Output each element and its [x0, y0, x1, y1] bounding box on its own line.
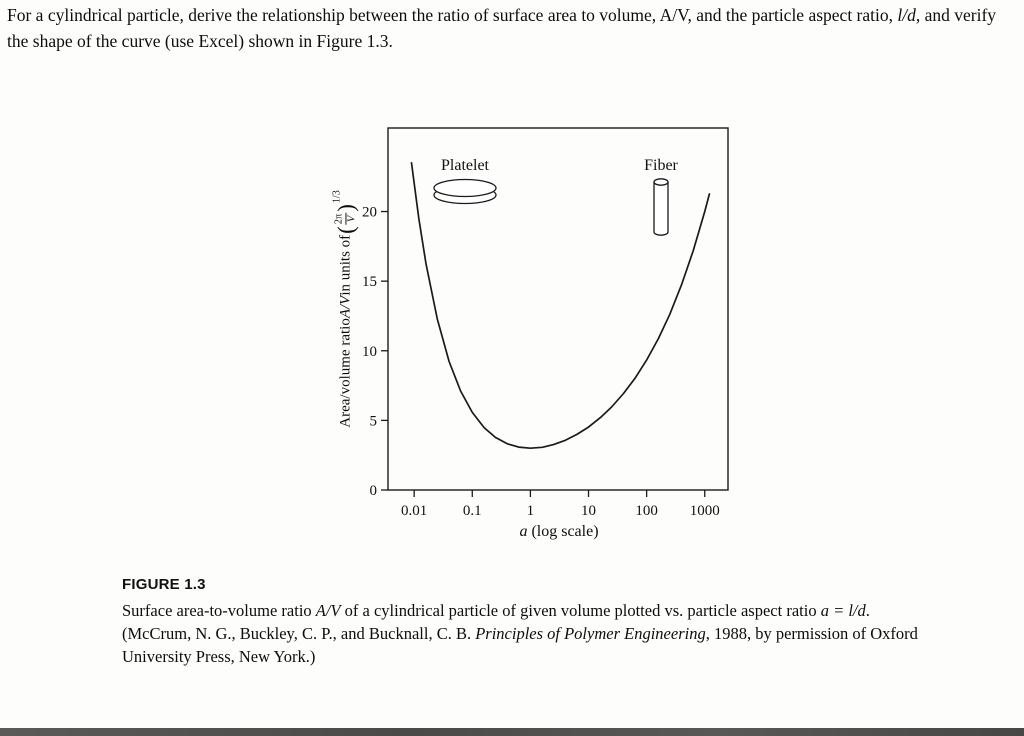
caption-text-1: Surface area-to-volume ratio: [122, 601, 316, 620]
left-paren: (: [333, 226, 359, 234]
problem-text-1: For a cylindrical particle, derive the r…: [7, 5, 898, 25]
x-tick-label: 100: [635, 503, 658, 519]
caption-book-title: Principles of Polymer Engineering: [475, 623, 706, 643]
caption-aspect-ratio-symbol: a = l/d: [820, 601, 866, 620]
y-tick-label: 15: [362, 274, 377, 290]
fiber-label: Fiber: [644, 157, 678, 174]
plot-svg: Platelet Fiber a (log scale) 0 5 10 15 20 0.0…: [362, 127, 729, 540]
x-tick-label: 0.1: [463, 503, 482, 519]
figure-caption-heading: FIGURE 1.3: [122, 576, 206, 593]
x-tick-label: 1: [527, 503, 535, 519]
fraction-denominator: V: [345, 212, 359, 226]
figure-caption: FIGURE 1.3 Surface area-to-volume ratio …: [122, 576, 934, 668]
caption-text-2: of a cylindrical particle of given volum…: [340, 601, 821, 620]
y-tick-label: 0: [370, 483, 378, 499]
problem-statement: For a cylindrical particle, derive the r…: [7, 2, 1019, 55]
problem-aspect-ratio-symbol: l/d: [897, 5, 916, 25]
x-tick-label: 10: [581, 503, 596, 519]
y-tick-label: 5: [370, 413, 378, 429]
platelet-icon: [433, 178, 497, 205]
units-fraction: 2π V: [333, 212, 359, 226]
fraction-numerator: 2π: [333, 213, 345, 225]
problem-text-2: , and verify the shape of the curve (use…: [7, 5, 997, 52]
y-tick-label: 20: [362, 205, 377, 221]
y-axis-label-text: Area/volume ratio: [337, 318, 354, 428]
right-paren: ): [333, 204, 359, 212]
y-axis-label-av: A/V: [337, 295, 354, 319]
caption-text-3: . (McCrum, N. G., Buckley, C. P., and Bu…: [122, 601, 870, 643]
platelet-label: Platelet: [441, 157, 490, 174]
av-ratio-curve: [410, 161, 711, 450]
caption-text-4: , 1988, by permission of Oxford Universi…: [122, 623, 918, 666]
x-tick-label: 1000: [690, 503, 720, 519]
figure-1-3-chart: Area/volume ratio A/V in units of ( 2π V…: [328, 118, 738, 558]
x-tick-label: 0.01: [401, 503, 427, 519]
y-axis-label: Area/volume ratio A/V in units of ( 2π V…: [331, 190, 359, 428]
axes-layer: 0 5 10 15 20 0.01 0.1 1 10 100 1000: [362, 127, 729, 519]
y-tick-label: 10: [362, 344, 377, 360]
x-axis-label: a (log scale): [519, 523, 598, 540]
fiber-icon: [653, 178, 669, 236]
caption-av-symbol: A/V: [315, 601, 341, 620]
y-axis-label-mid: in units of: [337, 234, 354, 296]
exponent-one-third: 1/3: [331, 190, 343, 204]
curve-layer: [410, 161, 711, 450]
figure-caption-body: Surface area-to-volume ratio A/V of a cy…: [122, 600, 934, 668]
plot-frame: [387, 127, 729, 491]
bottom-edge-bar: [0, 728, 1024, 736]
